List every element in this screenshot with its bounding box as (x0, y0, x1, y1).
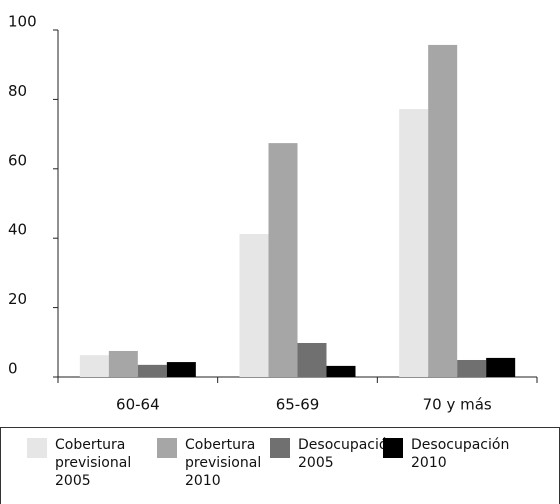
bar (486, 357, 516, 377)
x-tick-label: 70 y más (423, 396, 492, 414)
y-tick-label: 0 (8, 360, 18, 378)
bar (399, 109, 429, 377)
legend-item: Cobertura previsional 2010 (131, 428, 261, 504)
legend: Cobertura previsional 2005 Cobertura prev… (0, 427, 560, 504)
legend-label: Desocupación 2005 (298, 437, 397, 471)
y-tick-label: 80 (8, 82, 27, 100)
legend-item: Desocupación 2005 (244, 428, 396, 504)
y-tick-label: 40 (8, 221, 27, 239)
bar (457, 359, 487, 377)
legend-label: Desocupación 2010 (411, 437, 510, 471)
bar (79, 355, 109, 377)
bar (239, 234, 269, 377)
y-tick-label: 100 (8, 13, 37, 31)
bar (326, 365, 356, 377)
bar (137, 364, 167, 377)
x-tick-label: 60-64 (116, 396, 160, 414)
x-tick-label: 65-69 (276, 396, 320, 414)
legend-item: Cobertura previsional 2005 (1, 428, 131, 504)
bar (166, 362, 196, 377)
y-tick-label: 20 (8, 290, 27, 308)
bar (268, 143, 298, 377)
legend-swatch (157, 438, 177, 458)
legend-swatch (383, 438, 403, 458)
bar (108, 350, 138, 377)
bar (297, 342, 327, 377)
legend-swatch (270, 438, 290, 458)
y-tick-label: 60 (8, 151, 27, 169)
bar (428, 44, 458, 378)
chart: 0 20 40 60 80 100 60-64 65-69 70 y más (8, 13, 538, 414)
legend-label: Cobertura previsional 2010 (185, 437, 262, 489)
legend-item: Desocupación 2010 (357, 428, 509, 504)
legend-label: Cobertura previsional 2005 (55, 437, 132, 489)
legend-swatch (27, 438, 47, 458)
